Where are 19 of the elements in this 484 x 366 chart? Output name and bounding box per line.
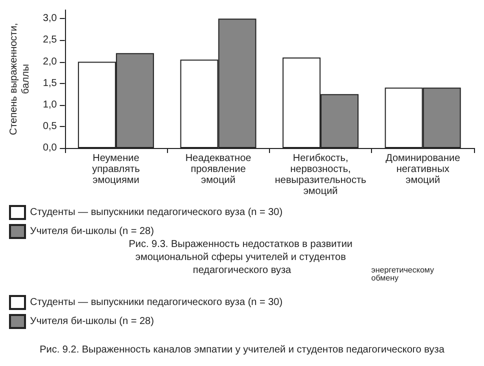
text: Рис. 9.3. Выраженность недостатков в развитии эмоциональной сферы учителей и студентов педагогического вуза [128,239,356,276]
y-tick-label: 0,5 [42,120,58,132]
legend-label: Учителя би-школы (n = 28) [30,226,154,237]
text: Студенты — выпускники педагогического вуза (n = 30) [30,297,283,308]
x-tick-label: Неадекватное проявление эмоций [185,153,252,186]
x-tick-label: Неумение управлять эмоциями [92,153,140,186]
x-tick-label: Доминирование негативных эмоций [386,153,461,186]
text: Учителя би-школы (n = 28) [30,316,154,327]
y-tick-label: 2,5 [42,34,58,46]
text: энергетическому обмену [371,266,434,282]
y-tick-label: 3,0 [42,13,58,24]
text: Рис. 9.2. Выраженность каналов эмпатии у учителей и студентов педагогического вуза [40,344,445,356]
y-tick-label: 1,0 [42,99,58,110]
y-tick-label: 1,5 [42,78,58,89]
legend-label: Студенты — выпускники педагогического вуза (n = 30) [30,207,283,218]
y-axis-title: Степень выраженности, баллы [8,22,32,136]
x-tick-label: Негибкость, нервозность, невыразительность эмоций [274,153,366,197]
y-tick-label: 0,0 [42,142,58,154]
y-tick-label: 2,0 [42,56,58,68]
